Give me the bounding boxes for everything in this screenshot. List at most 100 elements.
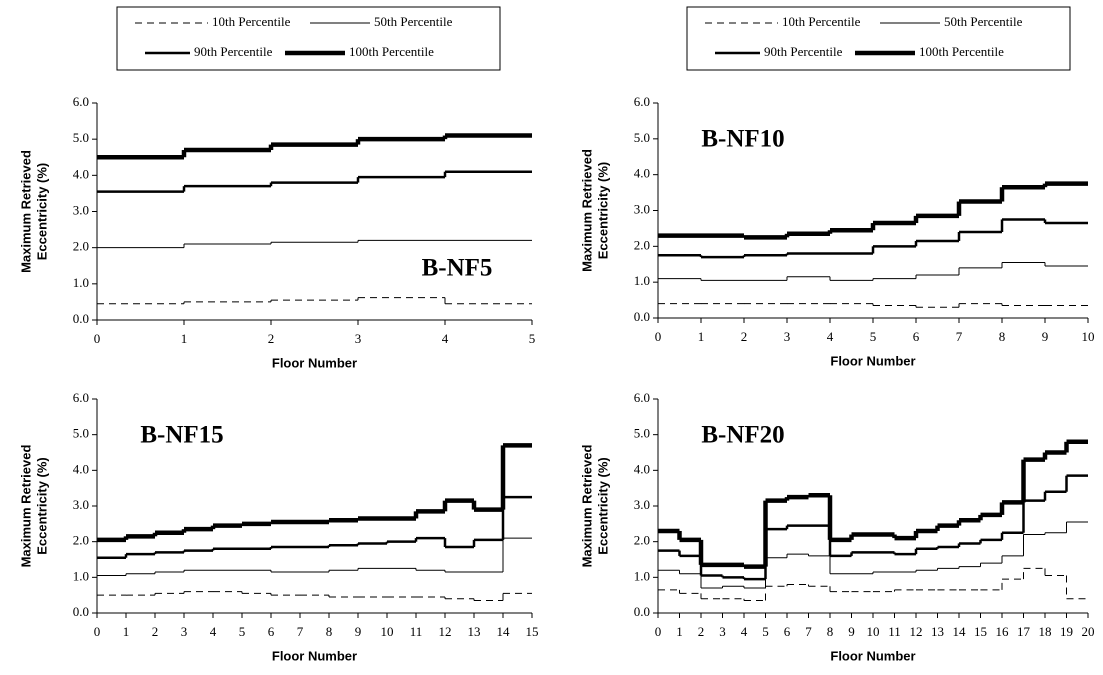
y-tick-label: 4.0 (634, 461, 650, 476)
legend-label: 90th Percentile (764, 44, 843, 59)
y-tick-label: 2.0 (634, 533, 650, 548)
x-tick-label: 1 (123, 624, 130, 639)
y-tick-label: 3.0 (73, 497, 89, 512)
x-tick-label: 12 (910, 624, 923, 639)
y-tick-label: 4.0 (73, 166, 89, 181)
x-tick-label: 10 (381, 624, 394, 639)
y-tick-label: 4.0 (73, 461, 89, 476)
x-tick-label: 8 (999, 329, 1006, 344)
x-tick-label: 1 (181, 331, 188, 346)
x-tick-label: 9 (848, 624, 855, 639)
y-axis-label: Maximum Retrieved (18, 150, 33, 273)
x-tick-label: 8 (827, 624, 834, 639)
x-axis-label: Floor Number (272, 648, 357, 663)
x-tick-label: 11 (888, 624, 901, 639)
y-tick-label: 1.0 (73, 275, 89, 290)
x-tick-label: 5 (529, 331, 536, 346)
x-tick-label: 3 (784, 329, 791, 344)
x-tick-label: 9 (355, 624, 362, 639)
x-tick-label: 13 (468, 624, 481, 639)
y-tick-label: 0.0 (634, 309, 650, 324)
legend-label: 90th Percentile (194, 44, 273, 59)
y-axis-label: Maximum Retrieved (18, 445, 33, 568)
x-tick-label: 4 (741, 624, 748, 639)
x-tick-label: 0 (655, 329, 662, 344)
x-tick-label: 5 (870, 329, 877, 344)
x-tick-label: 15 (526, 624, 539, 639)
x-tick-label: 14 (953, 624, 967, 639)
x-tick-label: 7 (297, 624, 304, 639)
x-tick-label: 2 (741, 329, 748, 344)
y-tick-label: 4.0 (634, 166, 650, 181)
x-tick-label: 5 (762, 624, 769, 639)
x-tick-label: 9 (1042, 329, 1049, 344)
subplot: 0.0 1.0 2.0 3.0 4.0 5.0 6.0 0 1 2 3 4 5 6 7 8 9 10 Floor N… (579, 6, 1095, 368)
y-tick-label: 6.0 (73, 94, 89, 109)
y-tick-label: 0.0 (73, 311, 89, 326)
y-tick-label: 5.0 (634, 426, 650, 441)
legend-box (116, 6, 501, 71)
y-axis-label: Eccentricity (%) (34, 163, 49, 261)
y-axis-label: Maximum Retrieved (579, 445, 594, 568)
x-tick-label: 0 (655, 624, 662, 639)
x-tick-label: 1 (698, 329, 705, 344)
subplot: 0.01.02.03.04.05.06.00 1 2 3 4 5 6 7 8 9 10 11 12 13 1… (18, 390, 538, 663)
x-tick-label: 16 (996, 624, 1010, 639)
x-axis-label: Floor Number (830, 353, 915, 368)
x-tick-label: 11 (410, 624, 423, 639)
annotation: B-NF10 (701, 126, 784, 153)
y-tick-label: 1.0 (634, 273, 650, 288)
x-tick-label: 5 (239, 624, 246, 639)
y-tick-label: 3.0 (634, 497, 650, 512)
x-tick-label: 6 (784, 624, 791, 639)
x-tick-label: 3 (719, 624, 726, 639)
x-tick-label: 17 (1017, 624, 1031, 639)
x-tick-label: 2 (698, 624, 705, 639)
x-tick-label: 6 (268, 624, 275, 639)
y-tick-label: 6.0 (73, 390, 89, 405)
y-tick-label: 0.0 (73, 604, 89, 619)
x-tick-label: 3 (355, 331, 362, 346)
x-tick-label: 4 (827, 329, 834, 344)
x-tick-label: 19 (1060, 624, 1073, 639)
x-tick-label: 1 (676, 624, 683, 639)
x-axis-label: Floor Number (830, 648, 915, 663)
y-tick-label: 0.0 (634, 604, 650, 619)
legend-label: 50th Percentile (944, 14, 1023, 29)
y-tick-label: 5.0 (73, 130, 89, 145)
x-tick-label: 7 (956, 329, 963, 344)
x-tick-label: 10 (1082, 329, 1095, 344)
x-tick-label: 2 (152, 624, 159, 639)
x-tick-label: 14 (497, 624, 511, 639)
x-tick-label: 20 (1082, 624, 1095, 639)
x-tick-label: 15 (974, 624, 987, 639)
legend-label: 10th Percentile (212, 14, 291, 29)
legend-label: 50th Percentile (374, 14, 453, 29)
x-tick-label: 12 (439, 624, 452, 639)
x-tick-label: 10 (867, 624, 880, 639)
y-tick-label: 1.0 (634, 568, 650, 583)
y-tick-label: 2.0 (73, 239, 89, 254)
y-axis-label: Eccentricity (%) (595, 457, 610, 555)
x-tick-label: 18 (1039, 624, 1052, 639)
x-tick-label: 4 (442, 331, 449, 346)
x-tick-label: 8 (326, 624, 333, 639)
x-tick-label: 2 (268, 331, 275, 346)
annotation: B-NF15 (140, 422, 223, 449)
annotation: B-NF5 (422, 255, 493, 282)
y-tick-label: 6.0 (634, 390, 650, 405)
y-tick-label: 3.0 (73, 202, 89, 217)
legend-label: 100th Percentile (919, 44, 1004, 59)
legend-label: 100th Percentile (349, 44, 434, 59)
legend-box (686, 6, 1071, 71)
x-tick-label: 13 (931, 624, 944, 639)
x-tick-label: 0 (94, 331, 101, 346)
annotation: B-NF20 (701, 422, 784, 449)
x-tick-label: 3 (181, 624, 188, 639)
y-tick-label: 2.0 (634, 237, 650, 252)
y-tick-label: 3.0 (634, 201, 650, 216)
x-tick-label: 7 (805, 624, 812, 639)
subplot: 0.01.02.03.04.05.06.00 1 2 3 4 5 6 7 8 9 10 11 12 13 1… (579, 390, 1094, 663)
y-tick-label: 5.0 (73, 426, 89, 441)
